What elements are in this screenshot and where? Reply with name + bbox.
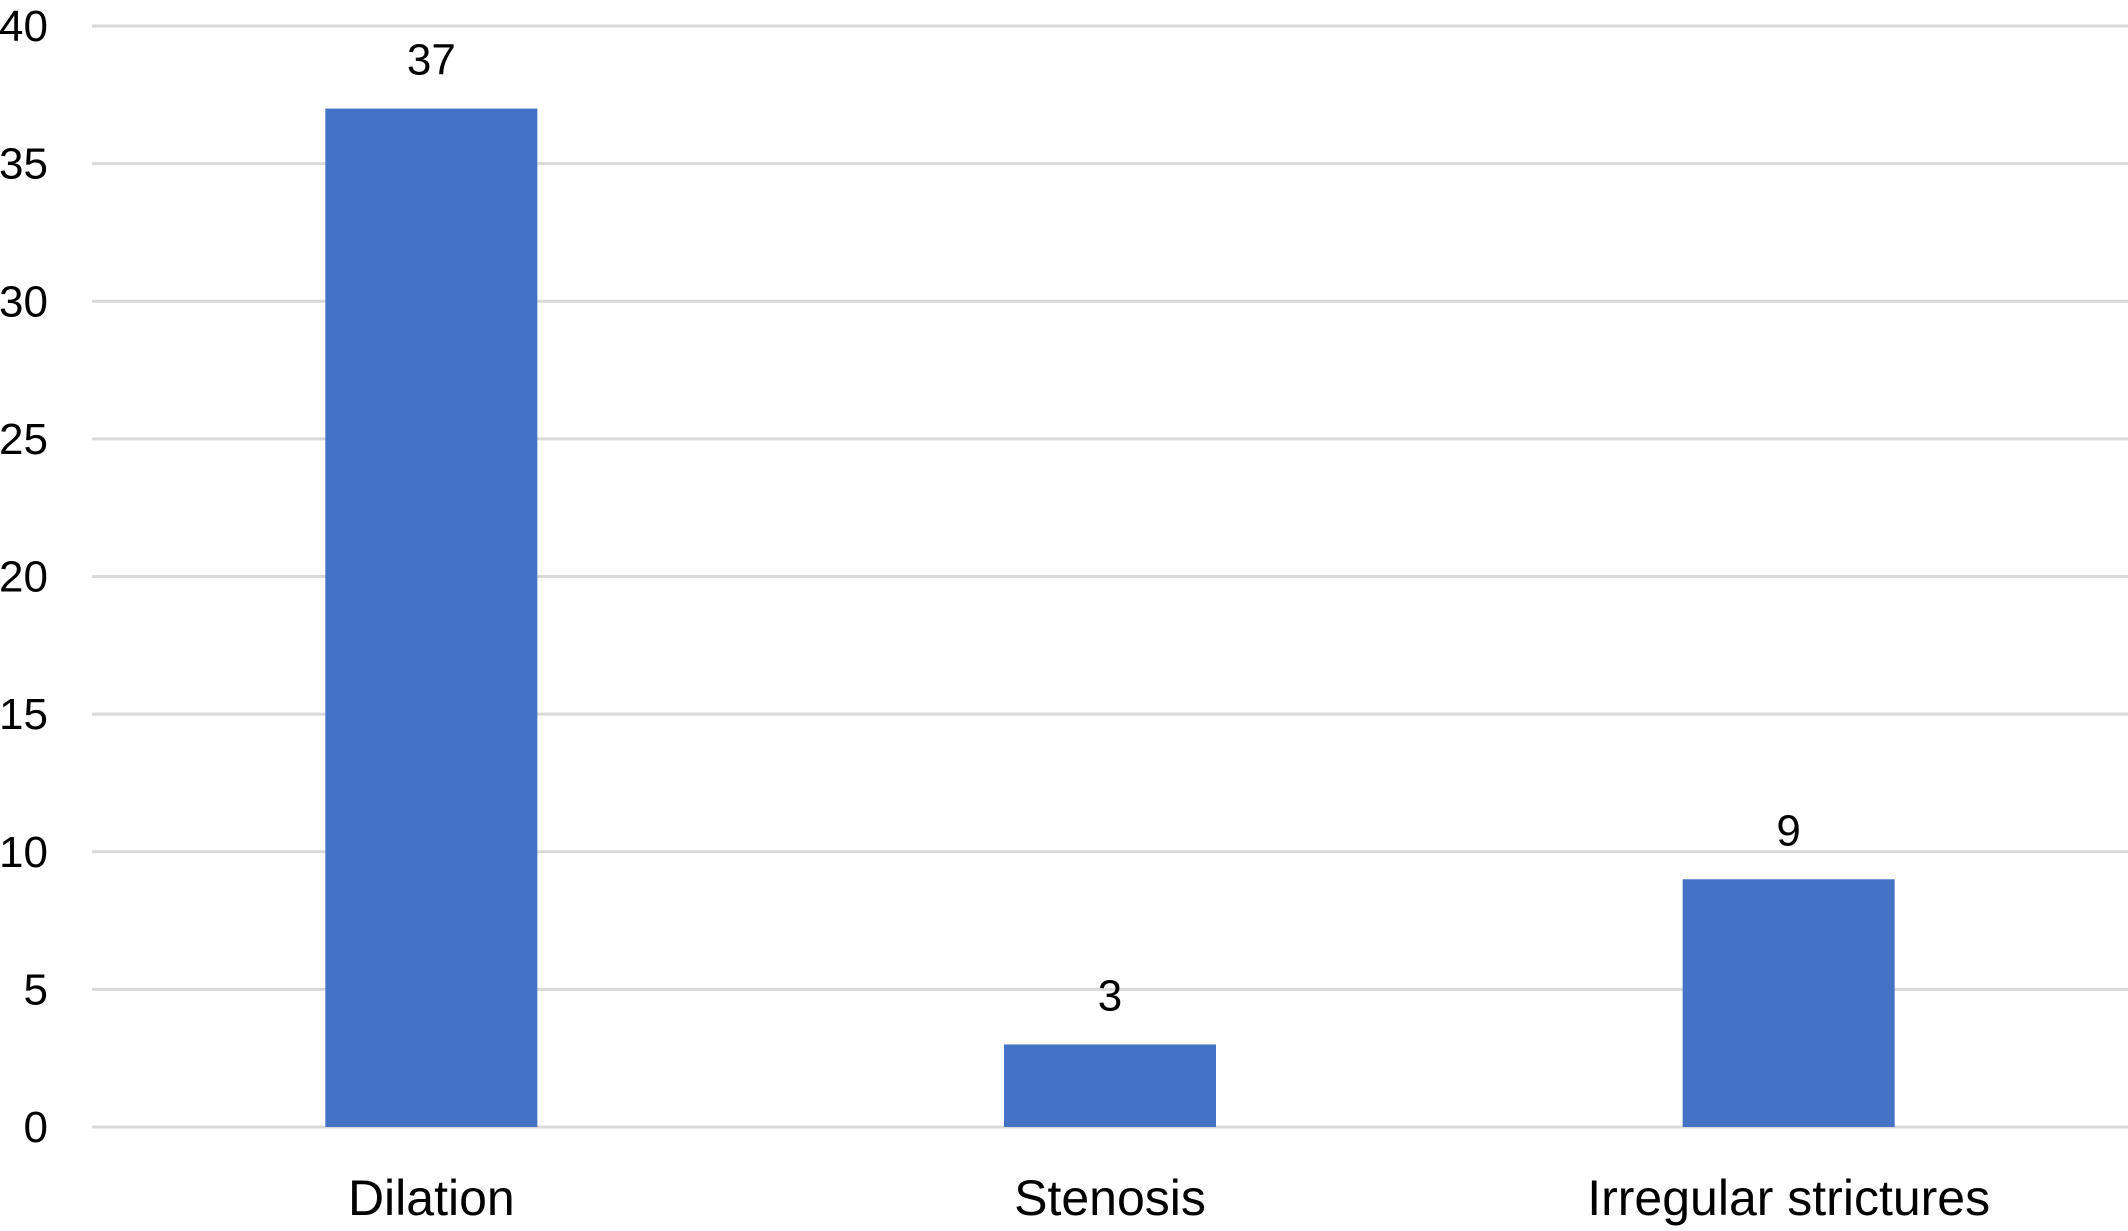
y-tick-label: 30: [0, 277, 48, 326]
y-axis-ticks: 0 5 10 15 20 25 30 35 40: [0, 2, 48, 1152]
data-label: 3: [1098, 971, 1122, 1020]
y-tick-label: 35: [0, 140, 48, 189]
y-tick-label: 5: [24, 965, 48, 1014]
bar: [1682, 879, 1895, 1127]
y-tick-label: 40: [0, 2, 48, 51]
bar: [325, 108, 538, 1127]
y-tick-label: 20: [0, 553, 48, 602]
bar: [1004, 1044, 1216, 1127]
y-tick-label: 0: [24, 1103, 48, 1152]
x-category-label: Stenosis: [1014, 1170, 1206, 1226]
bars: [325, 108, 1895, 1127]
data-labels: 37 3 9: [407, 36, 1801, 1021]
y-tick-label: 10: [0, 828, 48, 877]
data-label: 9: [1776, 806, 1800, 855]
data-label: 37: [407, 36, 456, 85]
x-category-label: Irregular strictures: [1587, 1170, 1990, 1226]
x-axis-categories: Dilation Stenosis Irregular strictures: [348, 1170, 1990, 1226]
x-category-label: Dilation: [348, 1170, 515, 1226]
y-tick-label: 25: [0, 415, 48, 464]
y-tick-label: 15: [0, 690, 48, 739]
